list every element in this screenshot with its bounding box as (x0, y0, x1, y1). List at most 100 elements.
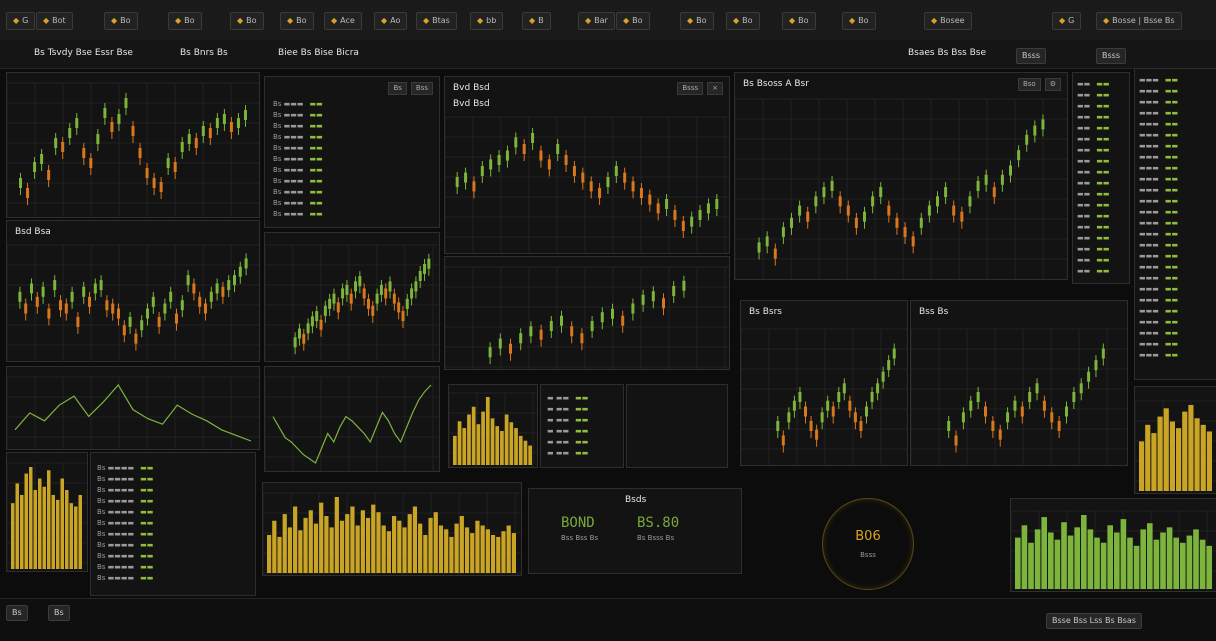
data-table-panel[interactable]: Bs ▬▬▬▬ ▬▬ Bs ▬▬▬▬ ▬▬ Bs ▬▬▬▬ ▬▬ Bs ▬▬▬▬ ▬▬ Bs ▬… (90, 452, 256, 596)
list-item[interactable]: Bs ▬▬▬ ▬▬ (273, 132, 323, 143)
list-item[interactable]: Bs ▬▬▬▬ ▬▬ (97, 562, 153, 573)
toolbar-item-12[interactable]: ◆ Bo (616, 12, 650, 30)
list-item[interactable]: Bs ▬▬▬ ▬▬ (273, 187, 323, 198)
toolbar-item-14[interactable]: ◆ Bo (726, 12, 760, 30)
chart-panel-3[interactable]: Bvd Bsd Bvd Bsd Bsss × (444, 76, 730, 254)
watchlist-panel[interactable]: ▬▬▬ ▬▬ ▬▬▬ ▬▬ ▬▬▬ ▬▬ ▬▬▬ ▬▬ ▬▬▬ ▬▬ ▬▬▬ ▬▬ ▬▬▬ ▬▬ ▬▬▬ ▬▬… (1134, 68, 1216, 380)
list-item[interactable]: ▬▬ ▬▬ (1077, 233, 1109, 244)
list-item[interactable]: ▬▬▬ ▬▬ (1139, 163, 1178, 174)
list-item[interactable]: ▬▬ ▬▬ (1077, 189, 1109, 200)
list-item[interactable]: ▬▬▬ ▬▬ (1139, 174, 1178, 185)
status-btn-1[interactable]: Bs (6, 605, 28, 621)
list-item[interactable]: ▬▬ ▬▬ (1077, 123, 1109, 134)
list-item[interactable]: ▬ ▬▬ ▬▬ (547, 437, 588, 448)
list-item[interactable]: Bs ▬▬▬ ▬▬ (273, 176, 323, 187)
empty-panel[interactable] (626, 384, 728, 468)
list-item[interactable]: Bs ▬▬▬ ▬▬ (273, 209, 323, 220)
toolbar-item-9[interactable]: ◆ bb (470, 12, 504, 30)
toolbar-item-4[interactable]: ◆ Bo (230, 12, 264, 30)
list-item[interactable]: Bs ▬▬▬ ▬▬ (273, 154, 323, 165)
toolbar-item-10[interactable]: ◆ B (522, 12, 551, 30)
list-item[interactable]: Bs ▬▬▬ ▬▬ (273, 110, 323, 121)
list-item[interactable]: ▬ ▬▬ ▬▬ (547, 448, 588, 459)
list-item[interactable]: Bs ▬▬▬▬ ▬▬ (97, 496, 153, 507)
list-item[interactable]: ▬▬▬ ▬▬ (1139, 317, 1178, 328)
list-item[interactable]: ▬▬▬ ▬▬ (1139, 251, 1178, 262)
volume-panel-main[interactable] (262, 482, 522, 576)
chart-panel-4b[interactable] (444, 256, 730, 370)
list-item[interactable]: Bs ▬▬▬▬ ▬▬ (97, 474, 153, 485)
toolbar-item-15[interactable]: ◆ Bo (782, 12, 816, 30)
toolbar-item-2[interactable]: ◆ Bo (104, 12, 138, 30)
sub-button-1[interactable]: Bsss (1016, 48, 1046, 64)
chart-panel-2[interactable]: Bsd Bsa (6, 220, 260, 362)
list-item[interactable]: Bs ▬▬▬▬ ▬▬ (97, 485, 153, 496)
list-item[interactable]: ▬▬ ▬▬ (1077, 112, 1109, 123)
gear-icon[interactable]: ⚙ (1044, 78, 1061, 91)
list-item[interactable]: ▬▬ ▬▬ (1077, 79, 1109, 90)
list-item[interactable]: Bs ▬▬▬ ▬▬ (273, 143, 323, 154)
orderbook-panel[interactable]: Bs Bss Bs ▬▬▬ ▬▬ Bs ▬▬▬ ▬▬ Bs ▬▬▬ ▬▬ Bs ▬▬▬ ▬▬ Bs… (264, 76, 440, 228)
list-item[interactable]: Bs ▬▬▬ ▬▬ (273, 121, 323, 132)
list-item[interactable]: ▬▬▬ ▬▬ (1139, 108, 1178, 119)
list-item[interactable]: ▬▬▬ ▬▬ (1139, 196, 1178, 207)
list-item[interactable]: ▬▬▬ ▬▬ (1139, 75, 1178, 86)
list-item[interactable]: ▬▬ ▬▬ (1077, 156, 1109, 167)
list-item[interactable]: ▬▬▬ ▬▬ (1139, 284, 1178, 295)
volume-panel-right[interactable] (1010, 498, 1216, 592)
list-item[interactable]: ▬▬▬ ▬▬ (1139, 262, 1178, 273)
panel-btn[interactable]: Bsss (677, 82, 704, 95)
list-item[interactable]: Bs ▬▬▬▬ ▬▬ (97, 540, 153, 551)
list-item[interactable]: Bs ▬▬▬▬ ▬▬ (97, 518, 153, 529)
toolbar-item-17[interactable]: ◆ Bosee (924, 12, 972, 30)
side-list-panel[interactable]: ▬▬ ▬▬ ▬▬ ▬▬ ▬▬ ▬▬ ▬▬ ▬▬ ▬▬ ▬▬ ▬▬ ▬▬ ▬▬ ▬▬ ▬▬ ▬▬ ▬▬ ▬▬ ▬▬ ▬▬… (1072, 72, 1130, 284)
list-item[interactable]: ▬▬▬ ▬▬ (1139, 119, 1178, 130)
volume-panel-left[interactable] (6, 452, 88, 572)
chart-panel-4[interactable]: Bs Bsoss A Bsr Bso ⚙ (734, 72, 1068, 280)
list-item[interactable]: ▬▬ ▬▬ (1077, 101, 1109, 112)
list-item[interactable]: ▬ ▬▬ ▬▬ (547, 393, 588, 404)
toolbar-item-19[interactable]: ◆ Bosse | Bsse Bs (1096, 12, 1182, 30)
list-item[interactable]: ▬▬ ▬▬ (1077, 178, 1109, 189)
list-item[interactable]: Bs ▬▬▬▬ ▬▬ (97, 551, 153, 562)
list-item[interactable]: ▬▬▬ ▬▬ (1139, 328, 1178, 339)
list-item[interactable]: ▬▬ ▬▬ (1077, 222, 1109, 233)
list-item[interactable]: ▬▬▬ ▬▬ (1139, 130, 1178, 141)
toolbar-item-0[interactable]: ◆ G (6, 12, 36, 30)
list-item[interactable]: ▬▬▬ ▬▬ (1139, 339, 1178, 350)
list-item[interactable]: Bs ▬▬▬ ▬▬ (273, 99, 323, 110)
list-item[interactable]: ▬▬ ▬▬ (1077, 134, 1109, 145)
list-item[interactable]: ▬▬▬ ▬▬ (1139, 218, 1178, 229)
chart-panel-7[interactable]: Bs Bsrs (740, 300, 908, 466)
list-item[interactable]: Bs ▬▬▬▬ ▬▬ (97, 507, 153, 518)
panel-btn[interactable]: Bso (1017, 78, 1041, 91)
list-item[interactable]: Bs ▬▬▬▬ ▬▬ (97, 529, 153, 540)
toolbar-item-3[interactable]: ◆ Bo (168, 12, 202, 30)
list-item[interactable]: ▬▬ ▬▬ (1077, 200, 1109, 211)
list-item[interactable]: ▬▬ ▬▬ (1077, 167, 1109, 178)
list-item[interactable]: ▬▬▬ ▬▬ (1139, 229, 1178, 240)
toolbar-item-1[interactable]: ◆ Bot (36, 12, 73, 30)
close-icon[interactable]: × (707, 82, 723, 95)
list-item[interactable]: ▬▬▬ ▬▬ (1139, 350, 1178, 361)
list-item[interactable]: ▬ ▬▬ ▬▬ (547, 415, 588, 426)
tab-1[interactable]: Bs (388, 82, 407, 95)
toolbar-item-8[interactable]: ◆ Btas (416, 12, 457, 30)
toolbar-item-5[interactable]: ◆ Bo (280, 12, 314, 30)
list-item[interactable]: ▬▬▬ ▬▬ (1139, 141, 1178, 152)
list-item[interactable]: ▬▬▬ ▬▬ (1139, 240, 1178, 251)
list-panel-mini[interactable]: ▬ ▬▬ ▬▬ ▬ ▬▬ ▬▬ ▬ ▬▬ ▬▬ ▬ ▬▬ ▬▬ ▬ ▬▬ ▬▬ ▬ ▬▬ ▬▬ (540, 384, 624, 468)
toolbar-item-6[interactable]: ◆ Ace (324, 12, 362, 30)
chart-panel-1[interactable] (6, 72, 260, 218)
list-item[interactable]: ▬▬▬ ▬▬ (1139, 306, 1178, 317)
list-item[interactable]: Bs ▬▬▬ ▬▬ (273, 165, 323, 176)
chart-panel-6[interactable] (264, 366, 440, 472)
list-item[interactable]: ▬▬▬ ▬▬ (1139, 97, 1178, 108)
list-item[interactable]: ▬ ▬▬ ▬▬ (547, 404, 588, 415)
toolbar-item-11[interactable]: ◆ Bar (578, 12, 615, 30)
volume-panel-1[interactable] (448, 384, 538, 468)
list-item[interactable]: ▬▬ ▬▬ (1077, 90, 1109, 101)
list-item[interactable]: ▬▬▬ ▬▬ (1139, 86, 1178, 97)
list-item[interactable]: ▬▬▬ ▬▬ (1139, 295, 1178, 306)
list-item[interactable]: Bs ▬▬▬▬ ▬▬ (97, 573, 153, 584)
